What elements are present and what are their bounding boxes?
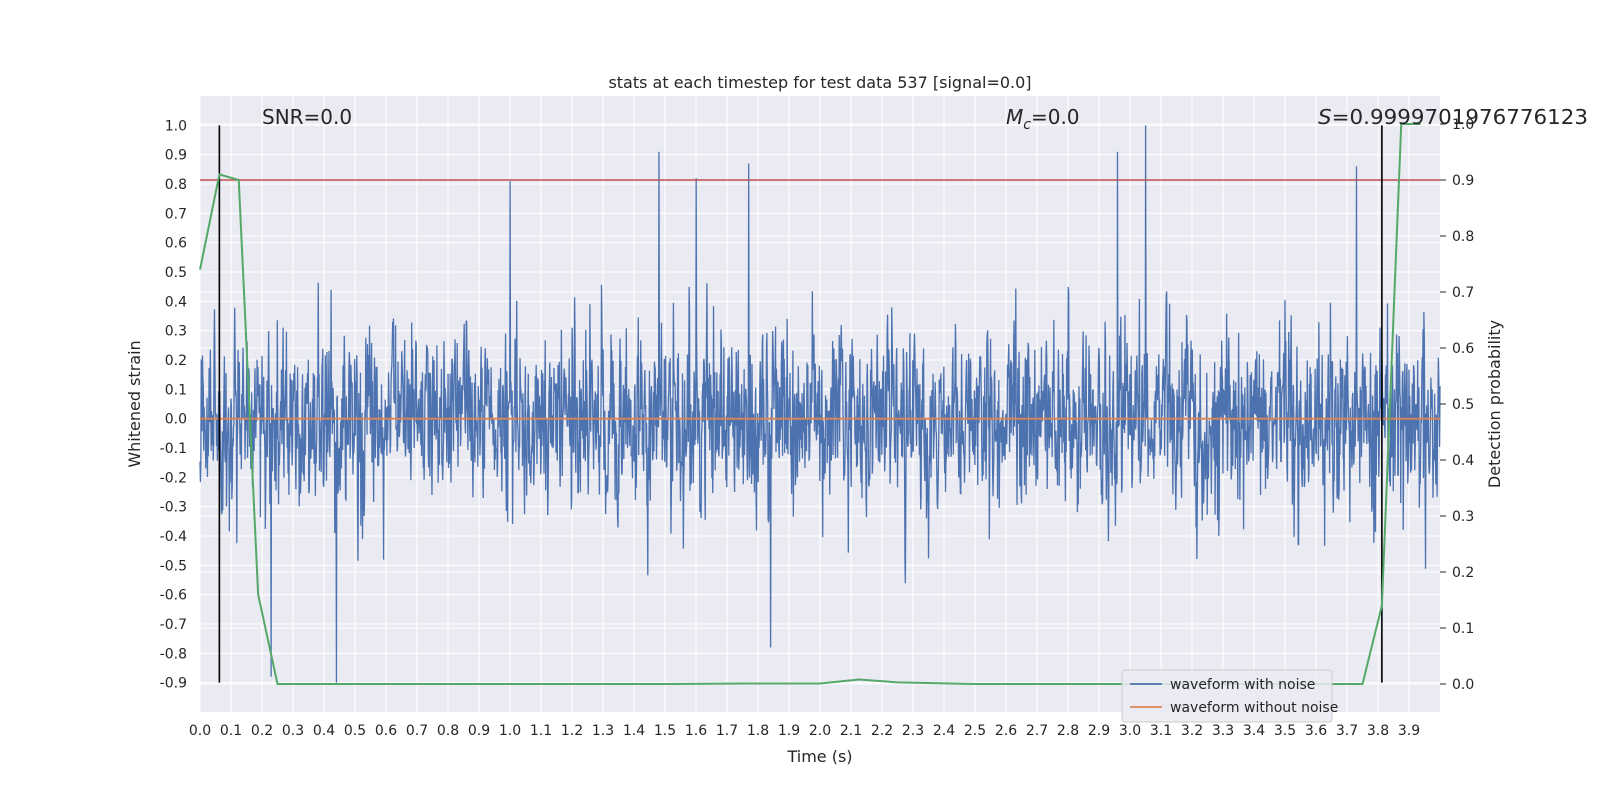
x-tick-labels: 0.0 0.1 0.2 0.3 0.4 0.5 0.6 0.7 0.8 0.9 1.0 1.1 1.2 1… [189, 723, 1420, 739]
legend-label-waveform-without-noise: waveform without noise [1170, 700, 1338, 716]
x-tick-label-7: 0.7 [406, 723, 428, 739]
y-tick-label-6: -0.3 [160, 500, 187, 516]
y-tick-label-17: 0.8 [165, 177, 187, 193]
x-tick-label-31: 3.1 [1150, 723, 1172, 739]
x-tick-label-3: 0.3 [282, 723, 304, 739]
y-tick-label-15: 0.6 [165, 236, 187, 252]
chart-title: stats at each timestep for test data 537… [608, 73, 1031, 92]
x-tick-label-21: 2.1 [840, 723, 862, 739]
x-tick-label-16: 1.6 [685, 723, 707, 739]
x-tick-label-18: 1.8 [747, 723, 769, 739]
y-tick-label-2: -0.7 [160, 617, 187, 633]
y-tick-label-16: 0.7 [165, 206, 187, 222]
x-tick-label-6: 0.6 [375, 723, 397, 739]
x-tick-label-39: 3.9 [1398, 723, 1420, 739]
y2-tick-label-5: 0.5 [1452, 397, 1474, 413]
legend: waveform with noise waveform without noi… [1121, 669, 1338, 723]
legend-box [1121, 669, 1333, 723]
y-tick-label-7: -0.2 [160, 470, 187, 486]
x-tick-label-1: 0.1 [220, 723, 242, 739]
y2-tick-label-10: 1.0 [1452, 117, 1474, 133]
y2-tick-label-8: 0.8 [1452, 229, 1474, 245]
y2-tick-label-6: 0.6 [1452, 341, 1474, 357]
x-axis-label: Time (s) [786, 747, 852, 766]
x-tick-label-9: 0.9 [468, 723, 490, 739]
waveform-with-noise-line [199, 125, 1441, 683]
x-tick-label-17: 1.7 [716, 723, 738, 739]
annotation-mc-value: =0.0 [1031, 105, 1080, 129]
x-tick-label-30: 3.0 [1119, 723, 1141, 739]
y2-tick-label-3: 0.3 [1452, 509, 1474, 525]
x-tick-label-12: 1.2 [561, 723, 583, 739]
y-tick-label-19: 1.0 [165, 118, 187, 134]
x-tick-label-32: 3.2 [1181, 723, 1203, 739]
series-lines [199, 123, 1440, 685]
annotation-mc: Mc=0.0 [1006, 105, 1080, 133]
y-axis-label: Whitened strain [125, 340, 144, 467]
x-tick-label-26: 2.6 [995, 723, 1017, 739]
y-tick-label-3: -0.6 [160, 588, 187, 604]
y-tick-label-12: 0.3 [165, 324, 187, 340]
y-tick-label-8: -0.1 [160, 441, 187, 457]
x-tick-label-38: 3.8 [1367, 723, 1389, 739]
detection-probability-line [199, 123, 1421, 685]
x-tick-label-25: 2.5 [964, 723, 986, 739]
y-tick-label-18: 0.9 [165, 148, 187, 164]
y-tick-label-5: -0.4 [160, 529, 187, 545]
annotation-s-symbol: S [1318, 105, 1332, 129]
annotation-mc-subscript: c [1023, 117, 1031, 133]
x-tick-label-27: 2.7 [1026, 723, 1048, 739]
x-tick-label-28: 2.8 [1057, 723, 1079, 739]
x-tick-label-8: 0.8 [437, 723, 459, 739]
x-tick-label-24: 2.4 [933, 723, 955, 739]
y2-tick-label-2: 0.2 [1452, 565, 1474, 581]
x-tick-label-22: 2.2 [871, 723, 893, 739]
annotation-s: S=0.9999701976776123 [1318, 105, 1588, 129]
x-tick-label-20: 2.0 [809, 723, 831, 739]
x-tick-label-5: 0.5 [344, 723, 366, 739]
x-tick-label-0: 0.0 [189, 723, 211, 739]
x-tick-label-10: 1.0 [499, 723, 521, 739]
x-tick-label-35: 3.5 [1274, 723, 1296, 739]
x-tick-label-14: 1.4 [623, 723, 645, 739]
x-tick-label-4: 0.4 [313, 723, 335, 739]
x-tick-label-23: 2.3 [902, 723, 924, 739]
x-tick-label-19: 1.9 [778, 723, 800, 739]
x-tick-label-33: 3.3 [1212, 723, 1234, 739]
x-tick-label-29: 2.9 [1088, 723, 1110, 739]
y2-axis-label: Detection probability [1485, 320, 1504, 488]
y-tick-label-0: -0.9 [160, 676, 187, 692]
y-tick-label-1: -0.8 [160, 646, 187, 662]
y-tick-label-13: 0.4 [165, 294, 187, 310]
annotation-s-value: =0.9999701976776123 [1332, 105, 1588, 129]
x-tick-label-36: 3.6 [1305, 723, 1327, 739]
y2-tick-label-1: 0.1 [1452, 621, 1474, 637]
y-tick-label-11: 0.2 [165, 353, 187, 369]
x-tick-label-11: 1.1 [530, 723, 552, 739]
y2-tick-label-0: 0.0 [1452, 677, 1474, 693]
y-tick-label-9: 0.0 [165, 412, 187, 428]
y-tick-labels: -0.9 -0.8 -0.7 -0.6 -0.5 -0.4 -0.3 -0.2 -0.1 0.0 0… [160, 118, 187, 691]
annotation-mc-symbol: M [1006, 105, 1023, 129]
x-tick-label-15: 1.5 [654, 723, 676, 739]
x-tick-label-37: 3.7 [1336, 723, 1358, 739]
x-tick-label-2: 0.2 [251, 723, 273, 739]
annotation-snr: SNR=0.0 [262, 105, 352, 129]
y2-tick-labels: 0.0 0.1 0.2 0.3 0.4 0.5 0.6 0.7 0.8 0.9 1.0 [1440, 117, 1474, 693]
y-tick-label-4: -0.5 [160, 558, 187, 574]
y-tick-label-10: 0.1 [165, 382, 187, 398]
legend-label-waveform-with-noise: waveform with noise [1170, 677, 1315, 693]
y2-tick-label-9: 0.9 [1452, 173, 1474, 189]
y-tick-label-14: 0.5 [165, 265, 187, 281]
series-waveform-with-noise [199, 125, 1441, 683]
x-tick-label-13: 1.3 [592, 723, 614, 739]
y2-tick-label-7: 0.7 [1452, 285, 1474, 301]
y2-tick-label-4: 0.4 [1452, 453, 1474, 469]
x-tick-label-34: 3.4 [1243, 723, 1265, 739]
